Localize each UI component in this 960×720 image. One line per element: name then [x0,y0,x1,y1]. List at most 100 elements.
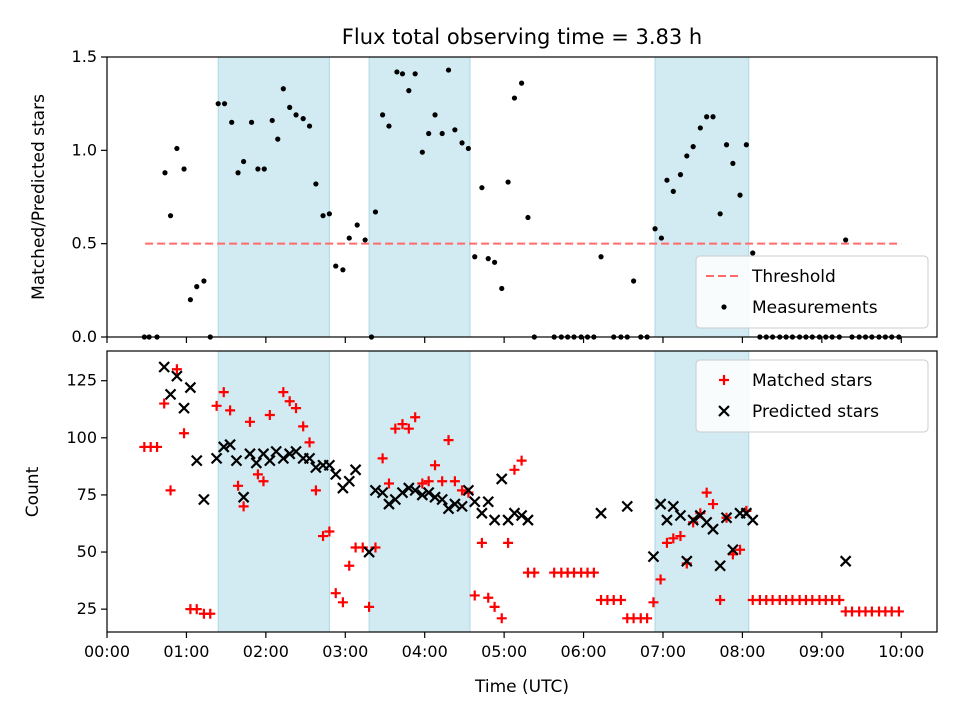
data-point [429,491,441,503]
data-point [482,496,495,508]
data-point [652,226,658,232]
data-point [210,452,223,465]
data-point [211,400,222,411]
data-point [320,213,326,219]
data-point [346,235,352,241]
data-point [191,604,202,615]
data-point [449,498,461,510]
data-point [310,461,322,474]
y-tick-label: 125 [66,371,97,390]
data-point [459,140,465,146]
data-point [364,601,375,612]
data-point [244,416,255,427]
data-point [205,608,216,619]
data-point [681,555,693,567]
data-point [469,590,480,601]
data-point [479,185,485,191]
data-point [178,402,190,414]
data-point [326,211,332,217]
data-point [690,144,696,150]
data-point [457,485,468,496]
data-point [717,211,723,217]
data-point [445,67,452,73]
legend: Threshold Measurements [695,255,929,329]
data-point [396,486,409,499]
x-tick-label: 01:00 [163,642,209,661]
data-point [230,454,243,467]
y-tick-label: 75 [77,485,97,504]
data-point [750,250,756,256]
data-point [598,254,604,260]
data-point [280,86,286,92]
data-point [363,546,375,558]
data-point [244,448,256,460]
y-tick-label: 0.5 [72,234,97,253]
data-point [661,514,673,526]
data-point [403,482,415,494]
data-point [483,592,494,603]
data-point [394,69,400,75]
data-point [495,473,508,485]
y-tick-label: 25 [77,599,97,618]
data-point [412,71,418,77]
data-point [269,117,275,124]
data-point [275,136,281,142]
data-point [229,119,235,125]
data-point [337,597,348,608]
data-point [362,237,368,243]
data-point [423,476,434,487]
plot-frame [106,350,938,633]
y-axis-label-ratio: Matched/Predicted stars [29,94,49,300]
data-point [668,533,679,544]
data-point [419,149,425,155]
data-point [515,509,528,522]
data-point [839,555,852,567]
y-tick-label: 100 [66,428,97,447]
data-point [277,452,290,465]
plot-frame [106,56,938,338]
data-point [893,606,904,617]
data-point [310,485,321,496]
data-point [241,158,247,165]
data-point [642,613,653,624]
data-point [201,278,207,284]
data-point [376,486,389,499]
legend-label: Predicted stars [752,402,879,422]
observing-interval [368,56,471,338]
data-point [630,278,637,284]
data-point [300,116,306,122]
data-point [489,601,500,612]
legend-label: Threshold [751,267,836,287]
data-point [615,595,626,606]
data-point [436,493,448,506]
data-point [333,263,339,269]
data-point [171,364,182,375]
chart-title: Flux total observing time = 3.83 h [342,25,702,49]
data-point [708,499,719,510]
data-point [737,192,743,198]
legend-swatch [719,375,729,385]
y-axis-label-count: Count [23,466,43,517]
data-point [443,435,454,446]
data-point [291,403,302,414]
panel-count: 25 50 75 100 125 00:00 01:00 02:00 03:00 04:00 05:… [66,350,938,661]
data-point [417,478,428,489]
data-point [218,387,229,398]
data-point [746,514,759,526]
x-tick-label: 06:00 [561,642,607,661]
x-tick-label: 04:00 [402,642,448,661]
data-point [224,438,236,451]
data-point [658,235,664,241]
data-point [284,396,295,407]
data-point [397,419,408,430]
data-point [194,284,200,290]
data-point [503,537,514,548]
x-tick-label: 05:00 [481,642,527,661]
legend-box [695,255,929,329]
data-point [235,170,241,176]
data-point [715,595,726,606]
data-point [714,559,726,572]
data-point [344,560,355,571]
data-point [293,112,299,118]
data-point [313,181,319,187]
